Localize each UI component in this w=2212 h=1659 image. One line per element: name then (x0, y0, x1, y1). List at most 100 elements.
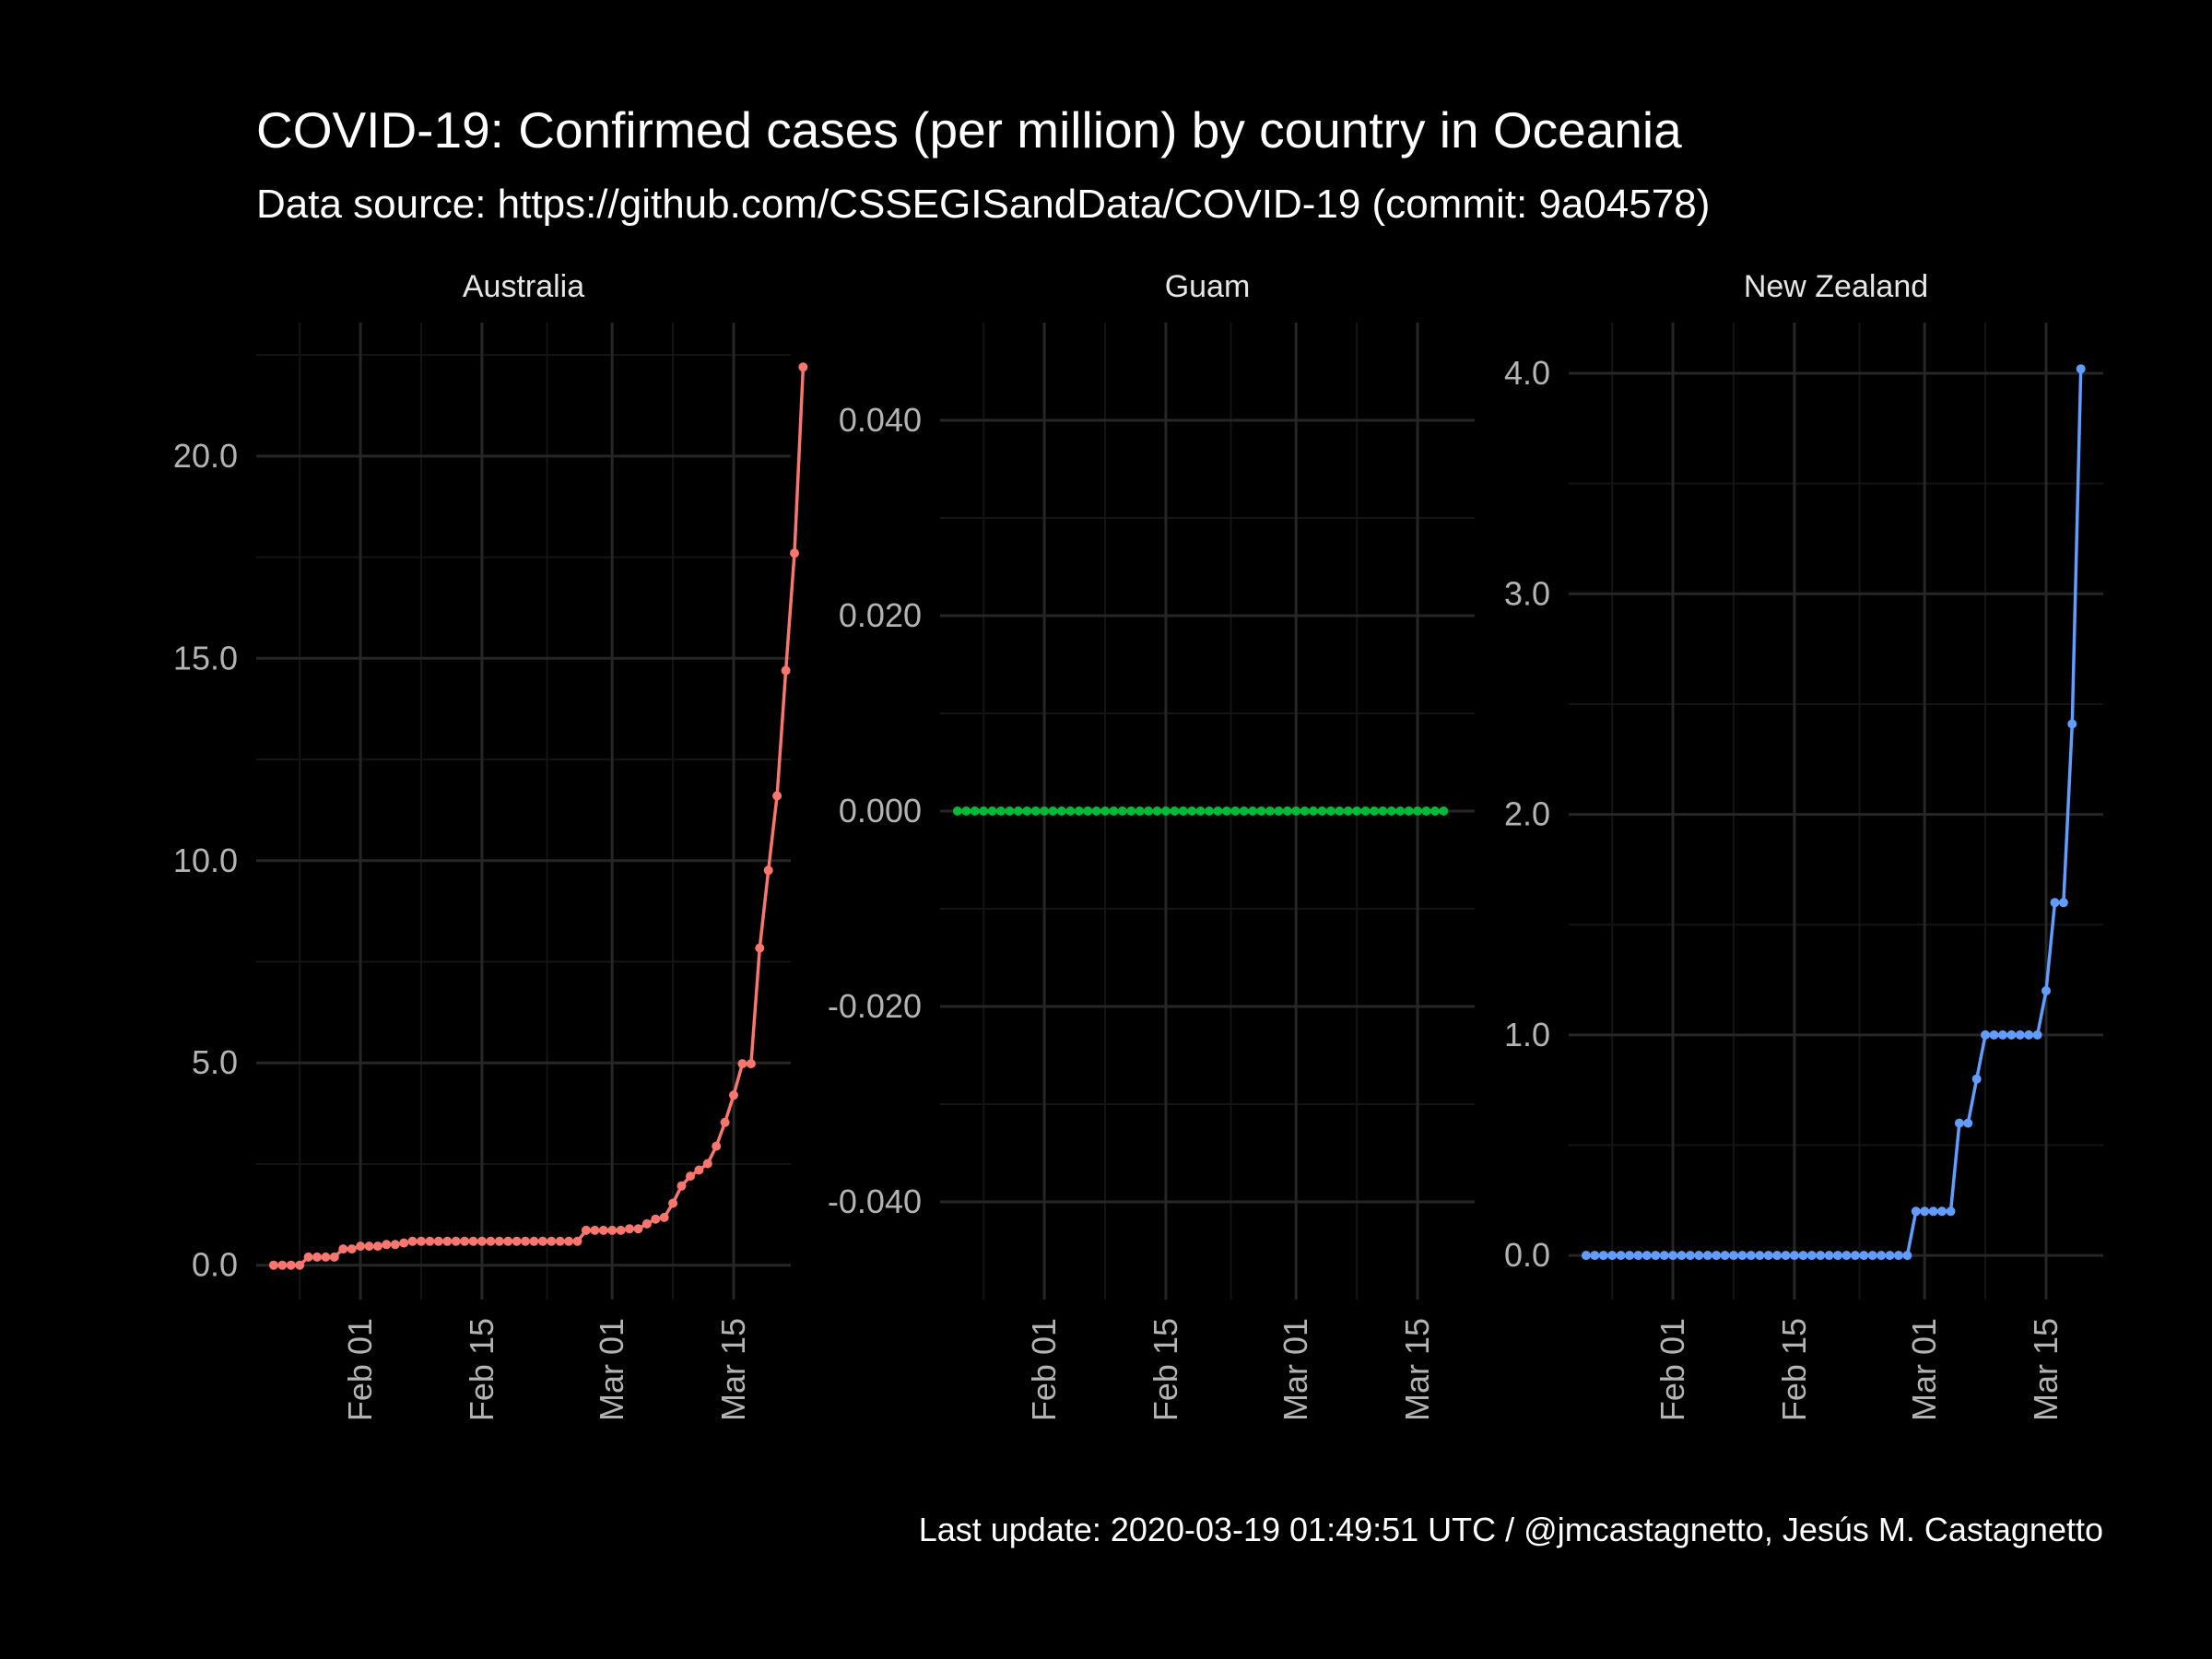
chart-caption: Last update: 2020-03-19 01:49:51 UTC / @… (919, 1511, 2103, 1548)
data-point (2058, 898, 2068, 908)
data-point (1065, 806, 1076, 816)
data-point (755, 943, 765, 953)
y-tick-label: 1.0 (1504, 1016, 1550, 1053)
data-point (625, 1224, 634, 1234)
data-point (321, 1252, 331, 1262)
y-tick-label: 10.0 (173, 841, 238, 879)
data-point (1971, 1074, 1982, 1084)
data-point (1421, 806, 1431, 816)
data-point (1221, 806, 1231, 816)
data-point (1806, 1251, 1817, 1261)
data-point (286, 1260, 296, 1270)
data-point (468, 1236, 478, 1246)
data-point (633, 1224, 643, 1234)
data-point (1729, 1251, 1738, 1261)
data-point (1178, 806, 1188, 816)
y-tick-label: 20.0 (173, 437, 238, 475)
data-point (1694, 1251, 1704, 1261)
data-point (1187, 806, 1197, 816)
data-point (382, 1240, 392, 1250)
data-point (996, 806, 1006, 816)
data-point (1893, 1251, 1903, 1261)
data-point (2006, 1030, 2017, 1040)
data-point (1702, 1251, 1712, 1261)
data-point (772, 791, 782, 801)
facet-new-zealand: 0.0 1.0 2.0 3.0 4.0 Feb 01 Feb 15 Mar 01 Mar 15 N… (1504, 269, 2103, 1421)
data-point (1282, 806, 1292, 816)
data-point (1256, 806, 1266, 816)
data-point (987, 806, 997, 816)
data-point (2024, 1030, 2034, 1040)
data-point (1737, 1251, 1747, 1261)
data-point (1581, 1251, 1591, 1261)
data-point (1091, 806, 1101, 816)
x-tick-label: Feb 01 (341, 1318, 379, 1421)
y-tick-label: 15.0 (173, 639, 238, 677)
data-point (1335, 806, 1345, 816)
data-point (442, 1236, 453, 1246)
facet-strip-label: New Zealand (1744, 269, 1928, 304)
data-point (1013, 806, 1023, 816)
y-tick-label: 0.020 (839, 596, 922, 634)
data-point (399, 1238, 409, 1248)
data-point (1265, 806, 1275, 816)
y-tick-label: 0.0 (1504, 1236, 1550, 1274)
data-point (729, 1090, 738, 1100)
data-point (1317, 806, 1327, 816)
facet-guam: -0.040 -0.020 0.000 0.020 0.040 Feb 01 Feb 15 M… (828, 269, 1475, 1421)
data-point (1378, 806, 1388, 816)
data-point (537, 1236, 547, 1246)
data-point (1325, 806, 1335, 816)
data-point (2067, 719, 2077, 729)
x-tick-label: Feb 15 (1147, 1318, 1184, 1421)
data-point (581, 1225, 591, 1235)
data-point (1135, 806, 1145, 816)
data-point (1981, 1030, 1991, 1040)
data-point (1056, 806, 1066, 816)
data-point (702, 1159, 712, 1169)
facet-strip-label: Australia (463, 269, 584, 304)
data-point (1590, 1251, 1600, 1261)
data-point (1798, 1251, 1808, 1261)
data-point (2015, 1030, 2025, 1040)
data-point (641, 1218, 652, 1229)
data-point (1946, 1206, 1956, 1217)
data-point (1109, 806, 1119, 816)
data-point (1824, 1251, 1834, 1261)
y-tick-label: 4.0 (1504, 354, 1550, 392)
data-point (598, 1225, 608, 1235)
data-point (2076, 364, 2086, 374)
x-tick-label: Feb 01 (1025, 1318, 1063, 1421)
data-point (1954, 1118, 1964, 1128)
data-point (338, 1244, 348, 1254)
data-point (503, 1236, 513, 1246)
data-point (347, 1244, 357, 1254)
data-point (952, 806, 962, 816)
x-tick-label: Mar 01 (1277, 1318, 1314, 1421)
x-tick-label: Feb 01 (1653, 1318, 1691, 1421)
data-point (356, 1241, 366, 1252)
data-point (303, 1252, 313, 1262)
data-point (1126, 806, 1136, 816)
y-tick-label: 5.0 (192, 1043, 238, 1081)
data-point (494, 1236, 504, 1246)
data-point (1144, 806, 1154, 816)
data-point (1763, 1251, 1773, 1261)
data-point (1616, 1251, 1626, 1261)
y-tick-label: 0.040 (839, 401, 922, 439)
data-point (1833, 1251, 1842, 1261)
data-point (547, 1236, 557, 1246)
data-point (686, 1171, 695, 1182)
y-tick-label: 3.0 (1504, 574, 1550, 612)
data-point (1074, 806, 1084, 816)
data-point (1998, 1030, 2007, 1040)
x-tick-label: Mar 01 (1905, 1318, 1943, 1421)
data-point (1352, 806, 1362, 816)
y-tick-label: 0.0 (192, 1246, 238, 1284)
data-point (1781, 1251, 1791, 1261)
facet-australia: 0.0 5.0 10.0 15.0 20.0 Feb 01 Feb 15 Mar 01 Mar … (173, 269, 808, 1421)
data-point (1911, 1206, 1921, 1217)
data-point (1607, 1251, 1618, 1261)
